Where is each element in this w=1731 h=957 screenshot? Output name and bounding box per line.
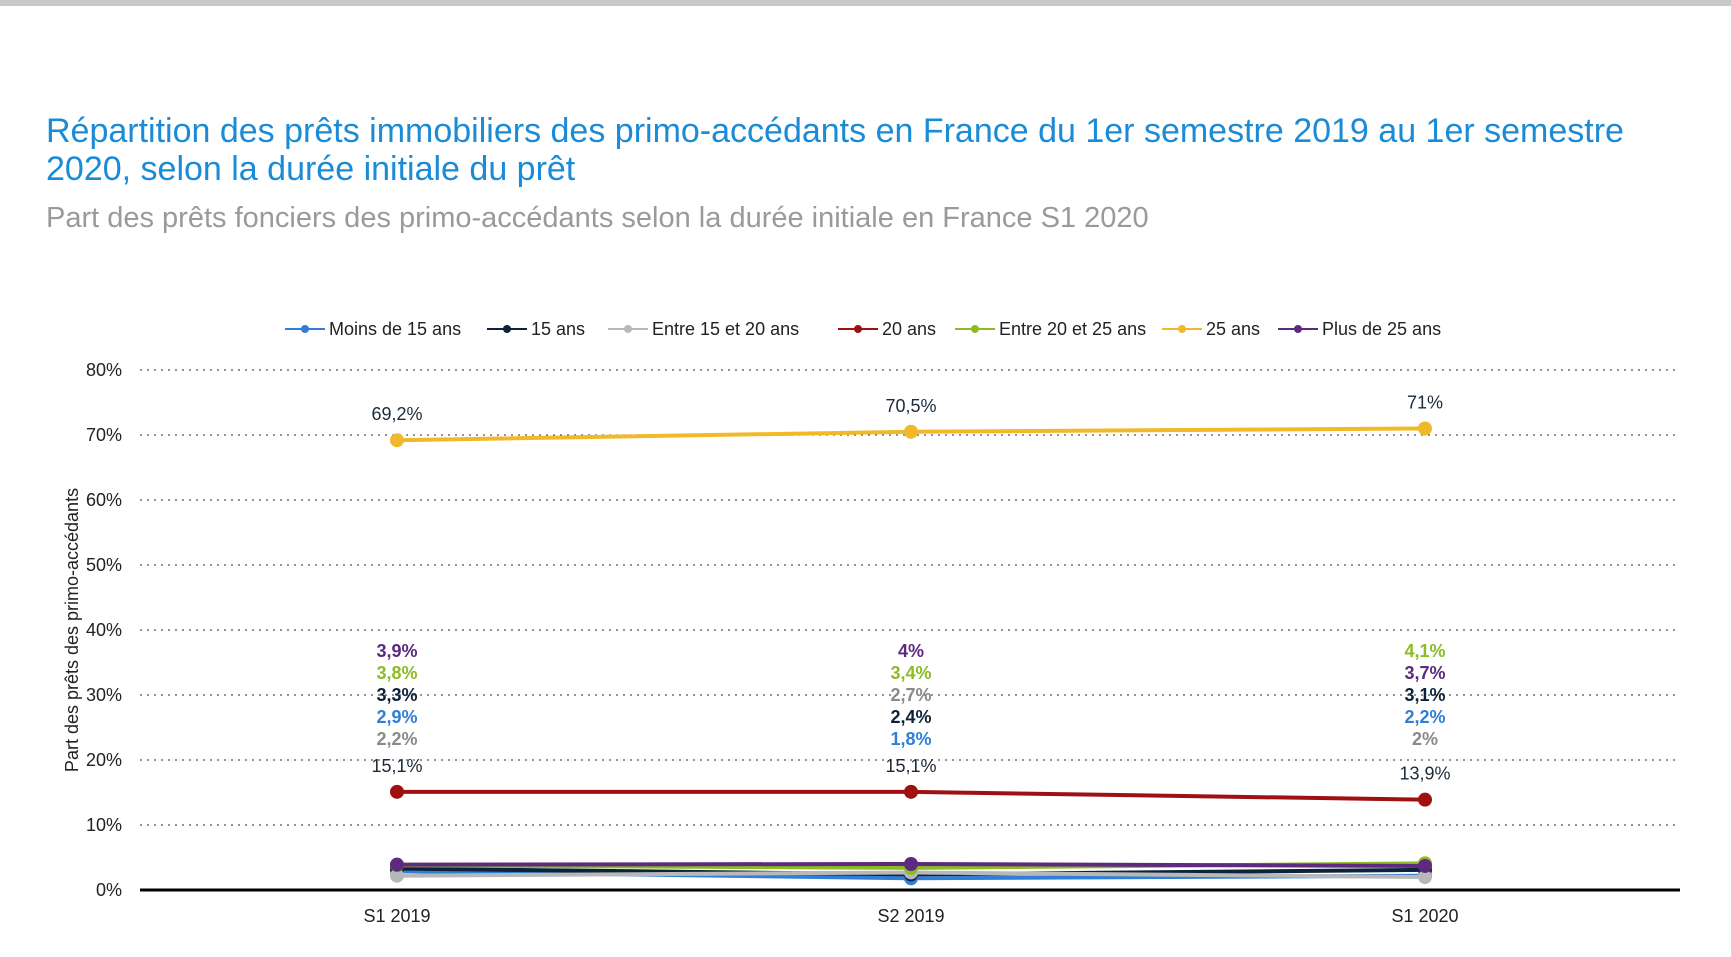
chart-subtitle: Part des prêts fonciers des primo-accéda… <box>46 202 1149 234</box>
data-label: 1,8% <box>890 729 931 749</box>
chart-title: Répartition des prêts immobiliers des pr… <box>46 112 1624 188</box>
legend-marker <box>1294 325 1302 333</box>
y-tick-label: 20% <box>86 750 122 770</box>
legend-marker <box>971 325 979 333</box>
data-point <box>904 857 918 871</box>
x-tick-label: S2 2019 <box>877 906 944 926</box>
data-point <box>390 868 404 883</box>
data-point <box>904 784 918 799</box>
y-tick-label: 40% <box>86 620 122 640</box>
data-point <box>390 857 404 872</box>
data-label: 3,1% <box>1404 685 1445 705</box>
data-label: 3,7% <box>1404 663 1445 683</box>
data-label: 2,4% <box>890 707 931 727</box>
legend-marker <box>301 325 309 333</box>
data-point <box>1418 792 1432 807</box>
data-label: 3,8% <box>376 663 417 683</box>
y-tick-label: 60% <box>86 490 122 510</box>
data-label: 2,2% <box>1404 707 1445 727</box>
legend-label: 25 ans <box>1206 319 1260 339</box>
legend-label: Entre 15 et 20 ans <box>652 319 799 339</box>
data-label: 3,4% <box>890 663 931 683</box>
data-point <box>1418 870 1432 884</box>
data-label: 4% <box>898 641 924 661</box>
legend-label: 15 ans <box>531 319 585 339</box>
data-label: 4,1% <box>1404 641 1445 661</box>
legend-label: Plus de 25 ans <box>1322 319 1441 339</box>
data-label: 15,1% <box>371 756 422 776</box>
data-label: 3,9% <box>376 641 417 661</box>
data-point <box>1418 421 1432 436</box>
y-tick-label: 50% <box>86 555 122 575</box>
data-label: 2% <box>1412 729 1438 749</box>
legend-marker <box>503 325 511 333</box>
x-tick-label: S1 2020 <box>1391 906 1458 926</box>
legend-marker <box>624 325 632 333</box>
data-label: 3,3% <box>376 685 417 705</box>
data-label: 13,9% <box>1399 764 1450 784</box>
data-label: 2,9% <box>376 707 417 727</box>
y-axis-label: Part des prêts des primo-accédants <box>62 488 82 772</box>
data-point <box>390 433 404 448</box>
data-label: 15,1% <box>885 756 936 776</box>
y-tick-label: 30% <box>86 685 122 705</box>
data-label: 69,2% <box>371 404 422 424</box>
y-tick-label: 70% <box>86 425 122 445</box>
legend-label: Entre 20 et 25 ans <box>999 319 1146 339</box>
y-tick-label: 80% <box>86 360 122 380</box>
legend-marker <box>854 325 862 333</box>
y-tick-label: 0% <box>96 880 122 900</box>
data-label: 2,2% <box>376 729 417 749</box>
data-label: 71% <box>1407 393 1443 413</box>
data-point <box>1418 858 1432 873</box>
data-point <box>904 424 918 439</box>
data-label: 2,7% <box>890 685 931 705</box>
x-tick-label: S1 2019 <box>363 906 430 926</box>
legend-label: 20 ans <box>882 319 936 339</box>
y-tick-label: 10% <box>86 815 122 835</box>
data-label: 70,5% <box>885 396 936 416</box>
top-bar <box>0 0 1731 6</box>
legend-label: Moins de 15 ans <box>329 319 461 339</box>
data-point <box>390 784 404 799</box>
legend-marker <box>1178 325 1186 333</box>
